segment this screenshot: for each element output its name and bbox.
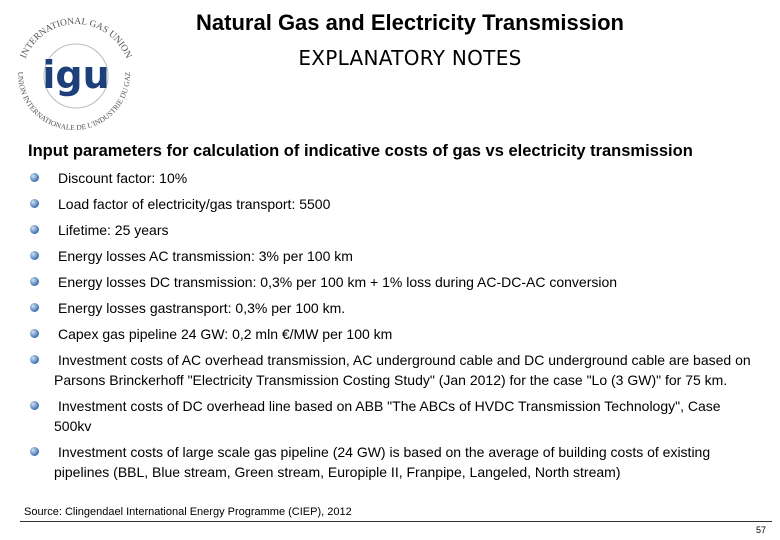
bullet-item: Investment costs of DC overhead line bas… <box>28 396 758 436</box>
bullet-item: Capex gas pipeline 24 GW: 0,2 mln €/MW p… <box>28 324 758 344</box>
title: Natural Gas and Electricity Transmission <box>196 10 624 35</box>
bullet-text: Investment costs of large scale gas pipe… <box>54 444 711 480</box>
bullet-list: Discount factor: 10% Load factor of elect… <box>28 168 758 488</box>
bullet-dot <box>30 329 39 338</box>
bullet-dot <box>30 251 39 260</box>
bullet-text: Investment costs of AC overhead transmis… <box>54 352 751 388</box>
bullet-dot <box>30 225 39 234</box>
source-note: Source: Clingendael International Energy… <box>24 506 352 518</box>
logo-mark: igu <box>42 53 109 97</box>
bullet-text: Lifetime: 25 years <box>58 222 169 238</box>
bullet-dot <box>30 173 39 182</box>
bullet-dot <box>30 277 39 286</box>
bullet-item: Load factor of electricity/gas transport… <box>28 194 758 214</box>
bullet-text: Load factor of electricity/gas transport… <box>58 196 331 212</box>
page-number: 57 <box>755 525 766 535</box>
bullet-item: Energy losses DC transmission: 0,3% per … <box>28 272 758 292</box>
logo: INTERNATIONAL GAS UNION UNION INTERNATIO… <box>16 17 133 132</box>
bullet-dot <box>30 447 39 456</box>
bullet-dot <box>30 401 39 410</box>
bullet-item: Energy losses AC transmission: 3% per 10… <box>28 246 758 266</box>
bullet-item: Investment costs of large scale gas pipe… <box>28 442 758 482</box>
bullet-text: Energy losses AC transmission: 3% per 10… <box>58 248 353 264</box>
bullet-text: Discount factor: 10% <box>58 170 188 186</box>
bullet-text: Energy losses gastransport: 0,3% per 100… <box>58 300 346 316</box>
footer-rule <box>20 521 772 522</box>
bullet-item: Discount factor: 10% <box>28 168 758 188</box>
bullet-dot <box>30 355 39 364</box>
bullet-item: Investment costs of AC overhead transmis… <box>28 350 758 390</box>
bullet-text: Investment costs of DC overhead line bas… <box>54 398 721 434</box>
subtitle: EXPLANATORY NOTES <box>298 46 522 70</box>
bullet-item: Lifetime: 25 years <box>28 220 758 240</box>
bullet-text: Energy losses DC transmission: 0,3% per … <box>58 274 618 290</box>
bullet-dot <box>30 303 39 312</box>
section-heading: Input parameters for calculation of indi… <box>28 142 693 160</box>
bullet-item: Energy losses gastransport: 0,3% per 100… <box>28 298 758 318</box>
bullet-text: Capex gas pipeline 24 GW: 0,2 mln €/MW p… <box>58 326 393 342</box>
bullet-dot <box>30 199 39 208</box>
